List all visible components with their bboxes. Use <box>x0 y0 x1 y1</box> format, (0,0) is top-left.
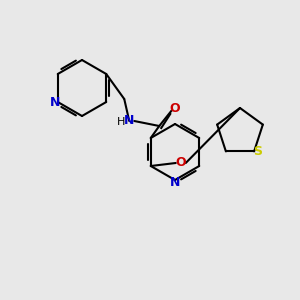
Text: H: H <box>117 117 125 127</box>
Text: O: O <box>169 103 180 116</box>
Text: N: N <box>124 115 134 128</box>
Text: S: S <box>254 145 262 158</box>
Text: N: N <box>170 176 180 188</box>
Text: N: N <box>50 97 60 110</box>
Text: O: O <box>176 157 186 169</box>
